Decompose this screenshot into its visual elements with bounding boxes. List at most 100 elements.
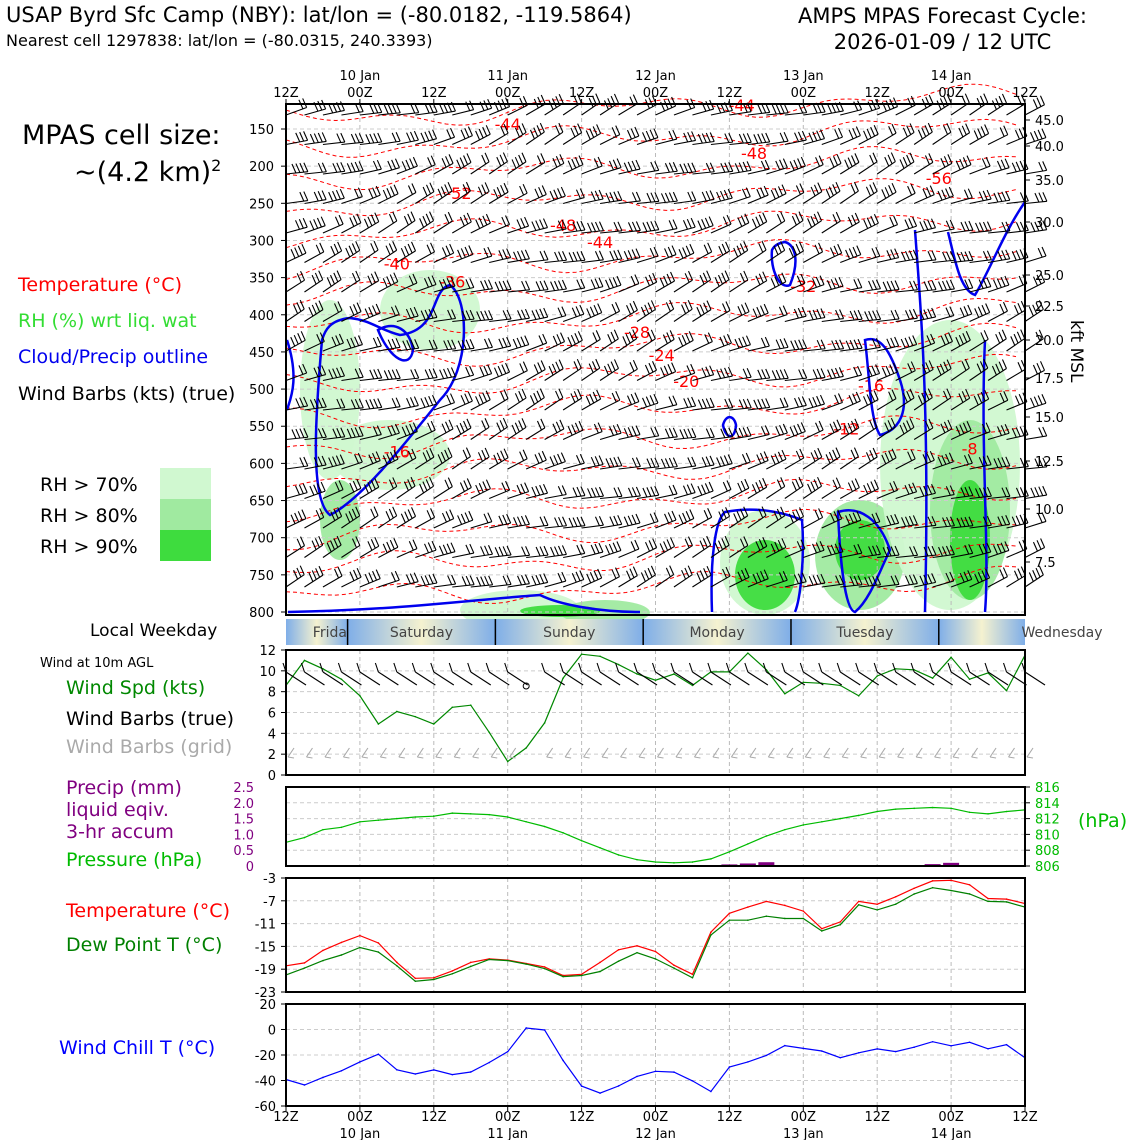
wind-barb — [341, 249, 361, 263]
wind-barb — [969, 165, 991, 175]
wind-barb-tick — [985, 303, 991, 313]
wind-barb-tick — [630, 393, 636, 404]
wind-barb-tick — [520, 218, 526, 228]
wind-barb-tick — [428, 308, 434, 319]
wind-y-label: 2 — [268, 748, 276, 763]
wind-barb-tick — [293, 334, 299, 345]
wind-barb-tick — [887, 420, 893, 430]
pressure-line-point — [968, 811, 971, 814]
wind-barb — [415, 284, 437, 293]
wind-barb — [581, 431, 603, 441]
wind-barb-tick — [800, 422, 806, 432]
wind-barb-tick — [364, 308, 370, 318]
surface-wind-barb-tick — [411, 662, 416, 673]
wind-barb — [784, 430, 806, 441]
dewpoint-line-point — [654, 958, 657, 960]
wind-barb-tick — [429, 182, 435, 192]
wind-barb-tick — [533, 392, 539, 403]
wind-barb-tick — [907, 451, 913, 461]
wind-barb-tick — [395, 369, 401, 379]
wind-barb-tick — [998, 331, 1004, 342]
wind-barb-tick — [475, 130, 481, 141]
wind-barb — [600, 495, 623, 500]
wind-barb-tick — [332, 163, 338, 173]
wind-barb-tick — [977, 393, 983, 404]
wind-barb-tick — [697, 399, 703, 409]
wind-barb — [544, 259, 567, 264]
wind-barb-tick — [1032, 541, 1038, 552]
wind-barb — [415, 582, 438, 588]
wind-barb-tick — [955, 160, 961, 170]
wind-barb-tick — [975, 488, 981, 498]
wind-barb — [655, 519, 677, 529]
wind-barb-tick — [424, 103, 430, 114]
wind-barb-tick — [798, 211, 804, 221]
wind-barb — [673, 465, 696, 470]
wind-barb-tick — [591, 222, 597, 232]
wind-barb-tick — [451, 309, 457, 319]
wind-barb-tick — [1005, 191, 1011, 201]
wind-barb-tick — [632, 300, 638, 311]
grid-wind-barb-tick — [971, 756, 978, 759]
wind-barb-tick — [432, 129, 438, 139]
wind-barb-tick — [926, 452, 932, 463]
wind-barb — [803, 429, 824, 440]
wind-barb-tick — [488, 545, 494, 555]
wind-barb-tick — [357, 452, 363, 463]
wind-barb — [821, 190, 841, 204]
wind-chill-line-point — [433, 1069, 435, 1071]
wind-barb-tick — [388, 243, 394, 253]
wind-barb — [840, 400, 861, 411]
wind-barb-tick — [1036, 362, 1042, 373]
wind-barb-tick — [863, 484, 869, 495]
wind-barb-tick — [707, 508, 713, 518]
wind-barb — [729, 461, 751, 470]
wind-barb-tick — [1013, 333, 1019, 344]
wind-barb-tick — [291, 163, 297, 174]
wind-barb-tick — [598, 542, 604, 553]
wind-barb-tick — [816, 103, 822, 113]
wind-barb-tick — [671, 245, 677, 255]
wind-barb-tick — [791, 481, 797, 491]
wind-barb-tick — [558, 359, 564, 369]
wind-barb-tick — [964, 93, 970, 103]
wind-barb — [932, 461, 954, 470]
wind-barb-tick — [924, 390, 930, 401]
wind-barb-tick — [338, 480, 344, 490]
wind-barb-tick — [927, 219, 933, 229]
wind-barb — [766, 579, 788, 588]
wind-barb-tick — [540, 153, 546, 163]
wind-barb-tick — [865, 186, 871, 197]
wind-barb-tick — [576, 221, 582, 231]
wind-frame — [285, 649, 1026, 776]
wind-barb-tick — [628, 331, 634, 342]
wind-barb — [341, 279, 361, 293]
wind-barb-tick — [608, 160, 614, 171]
wind-barb-tick — [857, 365, 863, 376]
wind-barb-tick — [835, 211, 841, 222]
temperature-contour — [285, 353, 1017, 394]
wind-barb-tick — [1042, 161, 1048, 171]
wind-barb-tick — [832, 214, 838, 224]
wind-barb-tick — [885, 100, 891, 110]
wind-barb — [932, 494, 955, 500]
wind-barb-tick — [1019, 249, 1025, 259]
wind-barb-tick — [608, 278, 614, 288]
wind-barb-tick — [875, 279, 881, 289]
wind-barb — [692, 251, 712, 263]
wind-barb-tick — [293, 304, 299, 314]
wind-barb-tick — [332, 456, 338, 466]
wind-barb-tick — [293, 569, 299, 580]
wind-barb-tick — [409, 423, 415, 434]
wind-barb — [563, 287, 585, 293]
wind-barb-tick — [450, 367, 456, 377]
wind-barb-tick — [447, 575, 453, 585]
grid-wind-barb — [915, 747, 923, 758]
wind-barb-tick — [493, 367, 499, 377]
wind-barb-tick — [813, 450, 819, 460]
wind-barb — [322, 279, 342, 293]
wind-barb — [692, 574, 712, 588]
wind-barb-tick — [836, 154, 842, 164]
surface-wind-barb-tick — [300, 662, 305, 673]
wind-barb-tick — [539, 516, 545, 527]
